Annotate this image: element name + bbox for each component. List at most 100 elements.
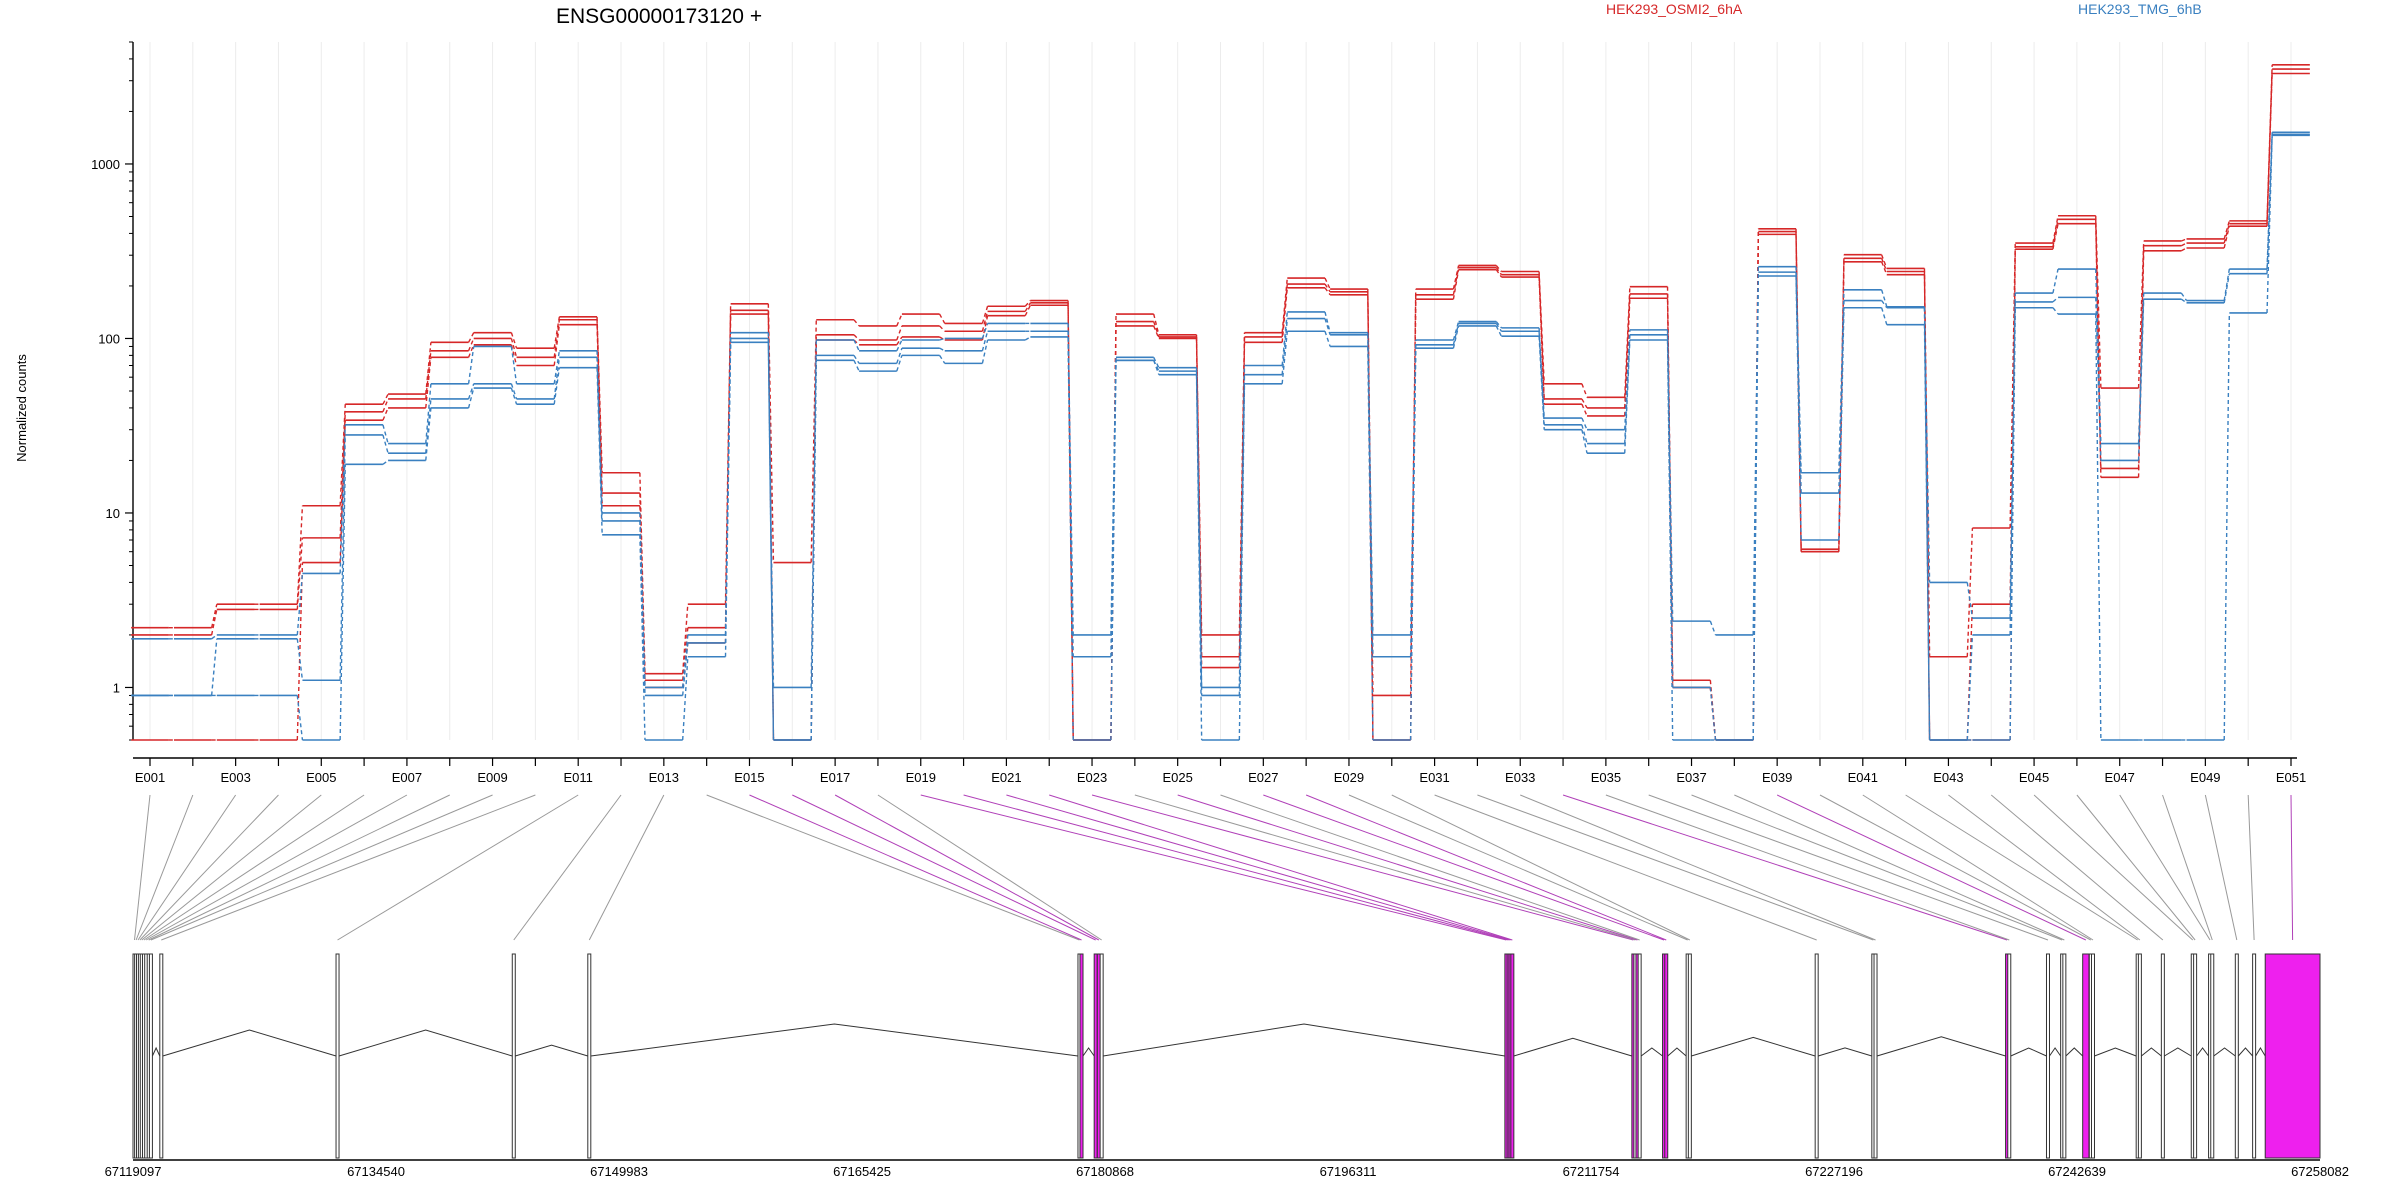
series-connector [896, 355, 903, 372]
series-connector [2137, 299, 2145, 461]
series-connector [467, 332, 475, 343]
series-connector [2095, 223, 2102, 478]
y-axis: 1 10 100 1000 [91, 41, 134, 741]
series-connector [553, 350, 561, 384]
intron [2049, 1047, 2062, 1057]
series-connector [1238, 383, 1246, 741]
series-connector [939, 325, 946, 332]
intron-lines [151, 1023, 2266, 1057]
exon-connector [1477, 794, 1874, 941]
series-connector [339, 464, 346, 741]
series-connector [425, 342, 432, 395]
series-connector [510, 332, 518, 349]
series-connector [767, 342, 775, 741]
series-connector [724, 310, 732, 628]
series-connector [1752, 276, 1760, 741]
x-tick-label: E021 [991, 770, 1021, 785]
y-axis-title: Normalized counts [14, 354, 29, 462]
exon-connector [337, 794, 579, 941]
series-connector [981, 331, 989, 351]
exon-connector [706, 794, 1080, 941]
series-connector [1495, 321, 1502, 329]
exon-box [159, 953, 164, 1159]
series-connector [2223, 312, 2231, 741]
series-connector [896, 339, 903, 352]
series-connector [681, 634, 689, 688]
series-connector [1153, 360, 1160, 375]
exon-box [2252, 953, 2257, 1159]
series-connector [2052, 296, 2059, 303]
exon-connectors [134, 794, 2294, 941]
series-connector [1666, 339, 1674, 741]
exon-connector [834, 794, 1100, 941]
series-connector [1624, 339, 1631, 454]
series-connector [1838, 307, 1845, 541]
genomic-coordinate-label: 67165425 [833, 1164, 891, 1179]
series-connector [296, 573, 304, 635]
series-connector [1880, 307, 1888, 325]
series-connector [1966, 634, 1974, 741]
series-connector [210, 638, 218, 696]
exon-box [2090, 953, 2095, 1159]
exon-box [1099, 953, 1104, 1159]
intron [2010, 1047, 2047, 1057]
series-connector [1495, 269, 1502, 278]
series-6 [131, 134, 2310, 741]
series-connector [1367, 346, 1374, 741]
exon-connector [1220, 794, 1640, 941]
exon-connector [1391, 794, 1691, 941]
intron [1818, 1047, 1872, 1057]
x-tick-label: E047 [2105, 770, 2135, 785]
intron [1876, 1036, 2006, 1057]
exon-boxes [132, 953, 2321, 1159]
series-connector [382, 424, 389, 444]
series-connector [1581, 398, 1588, 409]
x-tick-label: E043 [1933, 770, 1963, 785]
x-tick-label: E035 [1591, 770, 1621, 785]
series-connector [1795, 266, 1802, 473]
series-connector [896, 313, 903, 327]
series-connector [1024, 336, 1031, 341]
series-connector [425, 350, 432, 400]
series-connector [2009, 307, 2016, 741]
series-connector [681, 656, 689, 741]
series-connector [1795, 272, 1802, 494]
series-connector [1324, 331, 1331, 347]
exon-box [2045, 953, 2050, 1159]
series-connector [1324, 311, 1331, 333]
series-connector [2181, 247, 2187, 252]
series-connector [382, 434, 389, 454]
exon-connector [135, 794, 194, 941]
exon-connector [141, 794, 322, 941]
exon-connector [1263, 794, 1665, 941]
x-tick-label: E045 [2019, 770, 2049, 785]
series-connector [2095, 297, 2102, 461]
series-connector [1581, 383, 1588, 398]
series-connector [810, 339, 817, 688]
exon-connector [2033, 794, 2194, 941]
series-connector [1881, 300, 1888, 309]
exon-connector [877, 794, 1102, 941]
series-connector [1581, 417, 1588, 430]
series-connector [810, 360, 817, 741]
series-connector [1495, 265, 1502, 272]
x-tick-label: E031 [1419, 770, 1449, 785]
intron [2196, 1047, 2209, 1057]
series-connector [2095, 269, 2102, 444]
intron [1513, 1037, 1632, 1057]
series-connector [382, 398, 389, 413]
series-connector [2266, 73, 2273, 227]
x-tick-label: E027 [1248, 770, 1278, 785]
exon-connector [1520, 794, 1876, 941]
exon-connector [139, 794, 279, 941]
series-connector [810, 319, 817, 563]
intron [2255, 1047, 2266, 1057]
series-connector [510, 338, 518, 358]
exon-box [2062, 953, 2067, 1159]
exon-connector [1605, 794, 2010, 941]
series-connector [2266, 135, 2273, 313]
series-connector [1966, 527, 1974, 657]
exon-connector [1691, 794, 2063, 941]
series-connector [2223, 268, 2231, 301]
series-connector [1495, 325, 1503, 337]
